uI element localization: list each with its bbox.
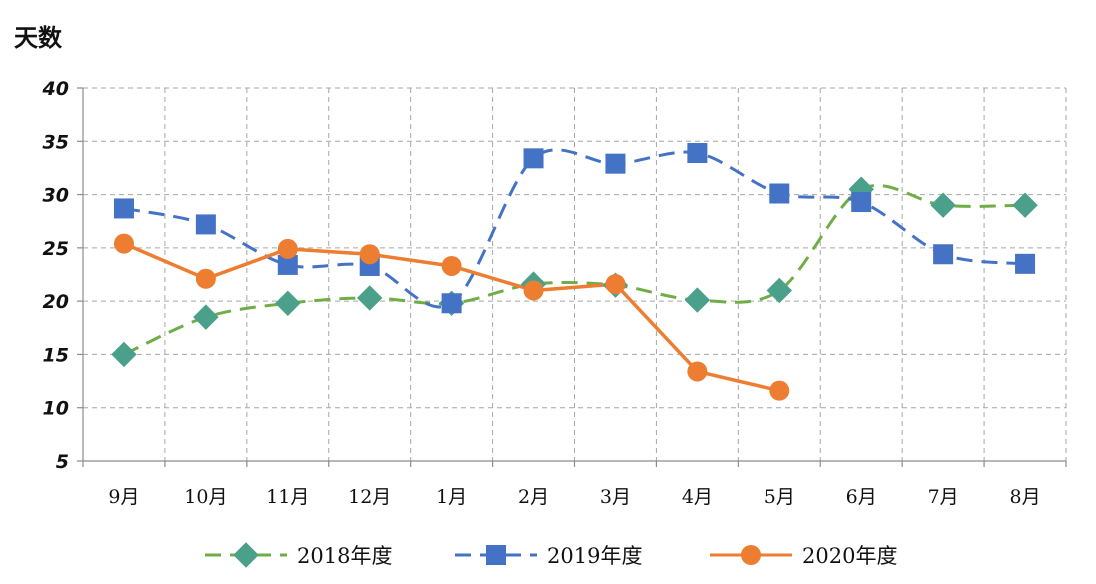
series-3-point: [113, 233, 134, 254]
x-tick-label: 10月: [184, 486, 227, 508]
x-tick-label: 4月: [682, 486, 713, 508]
series-2-point: [277, 254, 298, 275]
series-2-point: [933, 244, 954, 265]
x-tick-label: 8月: [1009, 486, 1040, 508]
legend-label-1: 2018年度: [297, 544, 392, 568]
series-1-point: [111, 341, 137, 368]
legend-marker-3: [741, 545, 761, 565]
series-1-point: [275, 290, 301, 316]
axes: [77, 87, 1067, 467]
series-1-point: [684, 287, 711, 313]
series-3-point: [441, 255, 462, 276]
series-3-point: [277, 238, 298, 259]
x-tick-label: 12月: [348, 486, 391, 508]
series-1-point: [766, 277, 792, 304]
y-tick-label: 10: [43, 398, 69, 420]
x-tick-label: 5月: [764, 486, 795, 508]
legend: 2018年度 2019年度 2020年度: [205, 542, 897, 568]
y-tick-label: 35: [43, 131, 69, 153]
series-3-point: [605, 274, 626, 295]
y-tick-label: 20: [43, 291, 69, 313]
series-2-point: [605, 153, 626, 174]
y-tick-label: 15: [43, 344, 69, 366]
x-tick-label: 9月: [108, 486, 139, 508]
series-1-point: [193, 304, 219, 330]
series-3-point: [523, 280, 544, 301]
series-3-point: [195, 268, 216, 289]
series-2-point: [769, 183, 790, 204]
series-3-point: [359, 244, 380, 265]
legend-label-3: 2020年度: [802, 544, 897, 568]
x-tick-label: 2月: [518, 486, 549, 508]
y-tick-label: 5: [56, 451, 69, 473]
y-tick-label: 25: [43, 238, 69, 260]
legend-marker-2: [486, 545, 506, 565]
series-2-point: [687, 143, 708, 164]
x-tick-labels: 9月 10月 11月 12月 1月 2月 3月 4月 5月 6月 7月 8月: [108, 486, 1040, 508]
legend-marker-1: [233, 542, 259, 568]
x-tick-label: 1月: [436, 486, 467, 508]
series-1-point: [1012, 192, 1038, 218]
series-1-point: [357, 285, 383, 311]
series-3-point: [687, 361, 708, 382]
series-2-point: [523, 148, 544, 169]
series-3-point: [769, 380, 790, 401]
y-tick-labels: 5 10 15 20 25 30 35 40: [42, 78, 69, 473]
y-axis-title: 天数: [14, 24, 63, 52]
series-markers: [111, 143, 1038, 401]
x-tick-label: 7月: [928, 486, 959, 508]
legend-label-2: 2019年度: [547, 544, 642, 568]
series-2-point: [441, 293, 462, 314]
series-2-point: [195, 214, 216, 235]
y-tick-label: 30: [43, 185, 69, 207]
series-2-point: [113, 198, 134, 219]
x-tick-label: 3月: [600, 486, 631, 508]
x-tick-label: 11月: [266, 486, 309, 508]
series-1-point: [930, 192, 956, 218]
y-tick-label: 40: [42, 78, 69, 100]
x-tick-label: 6月: [846, 486, 877, 508]
series-2-point: [851, 192, 872, 213]
series-2-point: [1015, 253, 1036, 274]
grid: [83, 87, 1067, 461]
